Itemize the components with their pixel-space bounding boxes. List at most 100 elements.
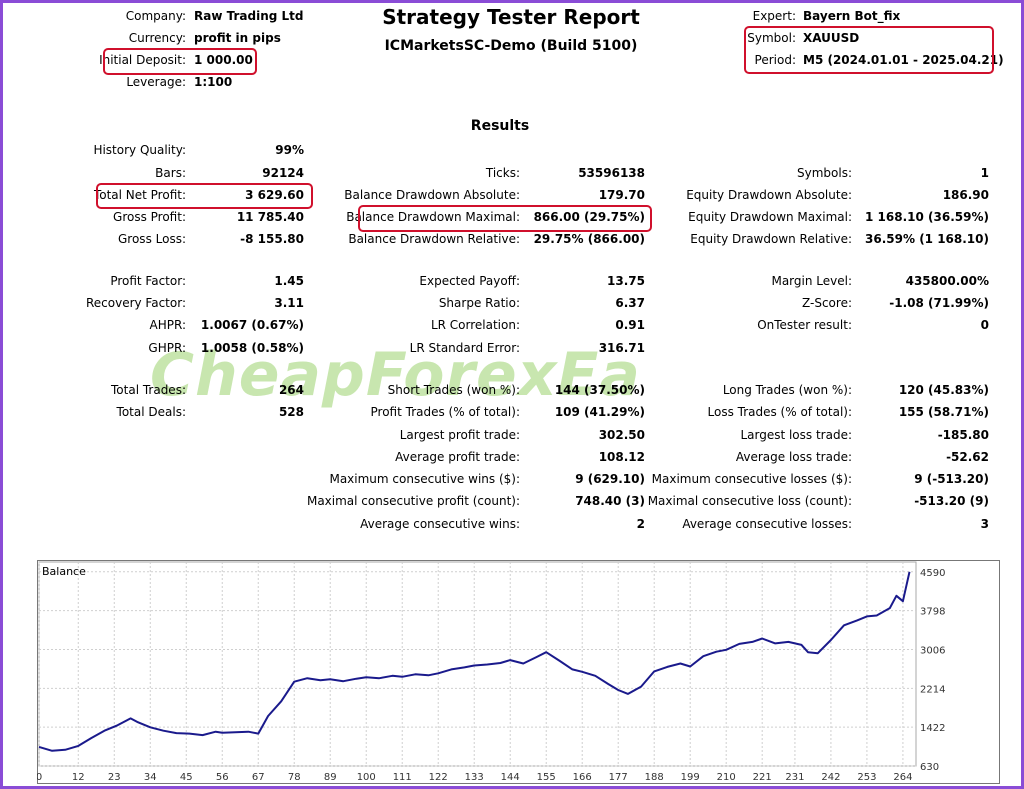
expected-payoff-value: 13.75 — [607, 274, 645, 288]
x-tick-label: 188 — [645, 772, 664, 783]
history-quality-label: History Quality: — [93, 143, 186, 157]
recovery-factor-label: Recovery Factor: — [85, 296, 186, 310]
ghpr-value: 1.0058 (0.58%) — [200, 341, 304, 355]
net-profit-highlight — [96, 183, 313, 209]
x-tick-label: 231 — [785, 772, 804, 783]
currency-value: profit in pips — [194, 31, 281, 45]
x-tick-label: 111 — [393, 772, 412, 783]
average-profit-trade-value: 108.12 — [598, 450, 645, 464]
bars-value: 92124 — [262, 166, 304, 180]
largest-loss-trade-value: -185.80 — [937, 428, 989, 442]
max-consecutive-losses-value: 9 (-513.20) — [914, 472, 989, 486]
largest-profit-trade-value: 302.50 — [598, 428, 645, 442]
average-profit-trade-label: Average profit trade: — [395, 450, 520, 464]
x-tick-label: 155 — [537, 772, 556, 783]
largest-profit-trade-label: Largest profit trade: — [399, 428, 520, 442]
symbol-period-highlight — [744, 26, 994, 74]
balance-dd-maximal-label: Balance Drawdown Maximal: — [346, 210, 520, 224]
x-tick-label: 100 — [357, 772, 376, 783]
x-tick-label: 177 — [609, 772, 628, 783]
average-loss-trade-value: -52.62 — [946, 450, 989, 464]
x-tick-label: 45 — [180, 772, 193, 783]
balance-chart-svg: 630 1422 2214 3006 3798 4590 0 12 23 34 45 56 67 78 89… — [37, 560, 1000, 784]
equity-dd-maximal-label: Equity Drawdown Maximal: — [688, 210, 852, 224]
x-tick-label: 242 — [821, 772, 840, 783]
deposit-label: Initial Deposit: — [99, 53, 186, 67]
x-tick-label: 89 — [324, 772, 337, 783]
expected-payoff-label: Expected Payoff: — [419, 274, 520, 288]
total-trades-value: 264 — [278, 383, 304, 397]
watermark: CheapForexEa — [150, 340, 641, 410]
y-tick-label: 1422 — [920, 723, 945, 734]
x-tick-label: 166 — [573, 772, 592, 783]
x-tick-label: 122 — [429, 772, 448, 783]
z-score-value: -1.08 (71.99%) — [889, 296, 989, 310]
margin-level-value: 435800.00% — [905, 274, 989, 288]
balance-dd-relative-value: 29.75% (866.00) — [533, 232, 645, 246]
profit-factor-label: Profit Factor: — [110, 274, 186, 288]
report-subtitle: ICMarketsSC-Demo (Build 5100) — [384, 38, 638, 54]
max-consecutive-losses-label: Maximum consecutive losses ($): — [651, 472, 852, 486]
ticks-value: 53596138 — [578, 166, 645, 180]
deposit-value: 1 000.00 — [194, 53, 253, 67]
ticks-label: Ticks: — [485, 166, 520, 180]
chart-title: Balance — [42, 565, 86, 578]
x-tick-label: 210 — [717, 772, 736, 783]
balance-dd-relative-label: Balance Drawdown Relative: — [348, 232, 520, 246]
balance-dd-absolute-value: 179.70 — [598, 188, 645, 202]
x-tick-label: 78 — [288, 772, 301, 783]
bars-label: Bars: — [155, 166, 186, 180]
total-deals-label: Total Deals: — [116, 405, 186, 419]
average-consecutive-wins-value: 2 — [636, 517, 645, 531]
y-tick-label: 2214 — [920, 684, 945, 695]
period-value: M5 (2024.01.01 - 2025.04.21) — [803, 53, 1004, 67]
total-net-profit-value: 3 629.60 — [245, 188, 304, 202]
gross-profit-value: 11 785.40 — [236, 210, 304, 224]
z-score-label: Z-Score: — [802, 296, 852, 310]
long-trades-value: 120 (45.83%) — [898, 383, 989, 397]
profit-trades-label: Profit Trades (% of total): — [370, 405, 520, 419]
chart-border — [37, 560, 1000, 784]
y-tick-label: 4590 — [920, 568, 945, 579]
expert-label: Expert: — [752, 9, 796, 23]
symbol-label: Symbol: — [747, 31, 796, 45]
lr-correlation-label: LR Correlation: — [430, 318, 520, 332]
ghpr-label: GHPR: — [148, 341, 186, 355]
y-tick-label: 630 — [920, 762, 939, 773]
balance-dd-absolute-label: Balance Drawdown Absolute: — [344, 188, 520, 202]
lr-standard-error-label: LR Standard Error: — [409, 341, 520, 355]
gross-loss-value: -8 155.80 — [240, 232, 304, 246]
x-tick-label: 23 — [108, 772, 121, 783]
x-tick-label: 264 — [893, 772, 912, 783]
leverage-value: 1:100 — [194, 75, 233, 89]
company-value: Raw Trading Ltd — [194, 9, 304, 23]
average-consecutive-losses-value: 3 — [980, 517, 989, 531]
x-tick-label: 144 — [501, 772, 520, 783]
total-trades-label: Total Trades: — [111, 383, 186, 397]
balance-chart: 630 1422 2214 3006 3798 4590 0 12 23 34 45 56 67 78 89… — [37, 560, 1000, 784]
report-title: Strategy Tester Report — [382, 5, 640, 29]
symbols-label: Symbols: — [797, 166, 852, 180]
x-tick-label: 56 — [216, 772, 229, 783]
ahpr-value: 1.0067 (0.67%) — [200, 318, 304, 332]
max-consecutive-wins-label: Maximum consecutive wins ($): — [329, 472, 520, 486]
currency-label: Currency: — [128, 31, 186, 45]
balance-dd-highlight — [358, 205, 652, 232]
average-loss-trade-label: Average loss trade: — [735, 450, 852, 464]
x-tick-label: 0 — [37, 772, 42, 783]
equity-dd-relative-value: 36.59% (1 168.10) — [865, 232, 989, 246]
average-consecutive-wins-label: Average consecutive wins: — [360, 517, 520, 531]
short-trades-label: Short Trades (won %): — [387, 383, 520, 397]
long-trades-label: Long Trades (won %): — [722, 383, 852, 397]
expert-value: Bayern Bot_fix — [803, 9, 901, 23]
margin-level-label: Margin Level: — [771, 274, 852, 288]
lr-correlation-value: 0.91 — [615, 318, 645, 332]
recovery-factor-value: 3.11 — [274, 296, 304, 310]
x-tick-label: 67 — [252, 772, 265, 783]
x-tick-label: 199 — [681, 772, 700, 783]
loss-trades-label: Loss Trades (% of total): — [707, 405, 853, 419]
symbols-value: 1 — [980, 166, 989, 180]
x-tick-label: 12 — [72, 772, 85, 783]
average-consecutive-losses-label: Average consecutive losses: — [682, 517, 852, 531]
